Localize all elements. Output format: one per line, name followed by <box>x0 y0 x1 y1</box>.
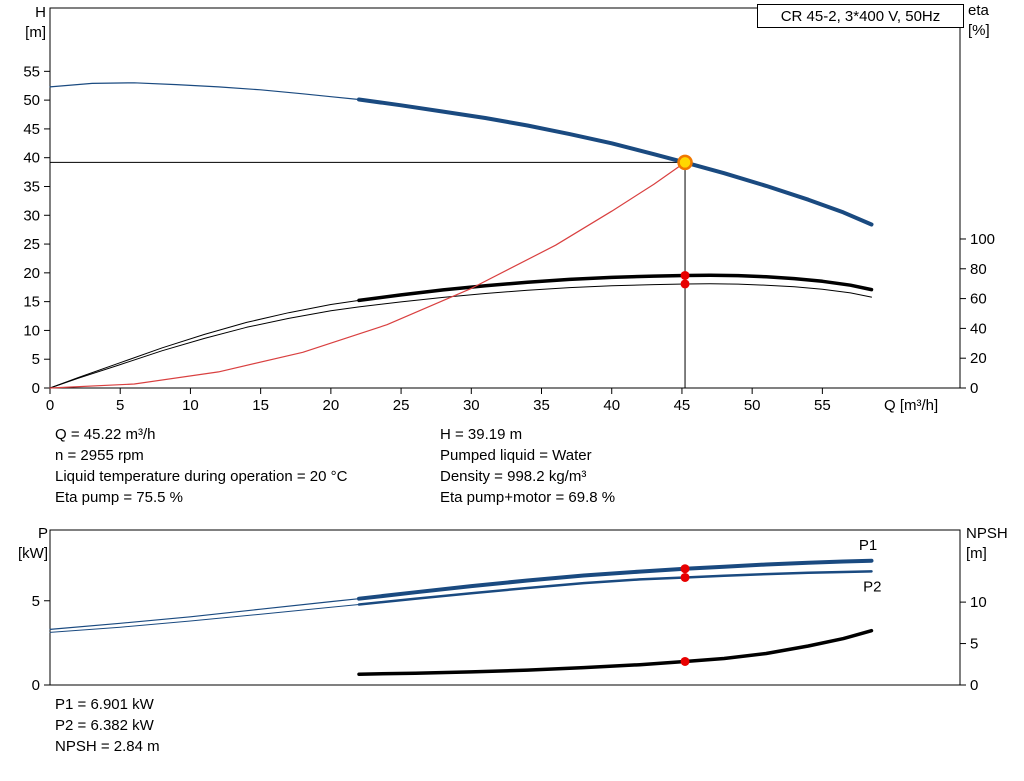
svg-text:40: 40 <box>603 397 620 414</box>
h-axis-label-line1: H <box>35 4 46 21</box>
svg-text:60: 60 <box>970 291 987 308</box>
npsh-axis-label: NPSH [m] <box>966 524 1008 564</box>
p1-point <box>680 564 690 574</box>
eta-pump-value: Eta pump = 75.5 % <box>55 489 183 506</box>
eta-pump-motor-curve <box>49 283 872 389</box>
svg-text:30: 30 <box>463 397 480 414</box>
npsh-axis-label-line1: NPSH <box>966 525 1008 542</box>
p2-curve <box>357 570 873 606</box>
power-values-column: P1 = 6.901 kW P2 = 6.382 kW NPSH = 2.84 … <box>55 694 160 757</box>
head-curve <box>357 97 874 227</box>
svg-text:10: 10 <box>970 594 987 611</box>
p2-curve-thin <box>49 604 360 633</box>
head-curve-thin <box>49 82 360 101</box>
svg-text:0: 0 <box>32 380 40 397</box>
svg-text:20: 20 <box>23 265 40 282</box>
npsh-curve <box>357 628 874 676</box>
density-value: Density = 998.2 kg/m³ <box>440 468 587 485</box>
svg-text:10: 10 <box>182 397 199 414</box>
eta-axis-label-line1: eta <box>968 2 989 19</box>
curve-label-p2: P2 <box>863 578 881 595</box>
eta-pump-motor-point <box>680 279 690 289</box>
svg-text:20: 20 <box>323 397 340 414</box>
p2-value: P2 = 6.382 kW <box>55 717 154 734</box>
svg-text:0: 0 <box>32 677 40 694</box>
svg-text:30: 30 <box>23 207 40 224</box>
svg-text:40: 40 <box>970 320 987 337</box>
svg-text:45: 45 <box>674 397 691 414</box>
svg-text:15: 15 <box>252 397 269 414</box>
svg-text:Q [m³/h]: Q [m³/h] <box>884 397 938 414</box>
operating-point-left-column: Q = 45.22 m³/h n = 2955 rpm Liquid tempe… <box>55 424 347 508</box>
p2-point <box>680 572 690 582</box>
npsh-value: NPSH = 2.84 m <box>55 738 160 755</box>
eta-pump-curve <box>357 273 874 303</box>
curve-label-p1: P1 <box>859 537 877 554</box>
svg-text:55: 55 <box>23 63 40 80</box>
pump-model-title: CR 45-2, 3*400 V, 50Hz <box>780 7 941 25</box>
svg-text:55: 55 <box>814 397 831 414</box>
operating-point-right-column: H = 39.19 m Pumped liquid = Water Densit… <box>440 424 615 508</box>
speed-value: n = 2955 rpm <box>55 447 144 464</box>
p1-curve <box>357 558 874 601</box>
svg-text:25: 25 <box>23 236 40 253</box>
p-axis-label: P [kW] <box>8 524 48 564</box>
svg-text:25: 25 <box>393 397 410 414</box>
h-axis-label: H [m] <box>8 3 46 43</box>
svg-text:5: 5 <box>32 593 40 610</box>
svg-text:80: 80 <box>970 261 987 278</box>
svg-text:40: 40 <box>23 150 40 167</box>
pumped-liquid-value: Pumped liquid = Water <box>440 447 592 464</box>
eta-pump-motor-value: Eta pump+motor = 69.8 % <box>440 489 616 506</box>
svg-text:0: 0 <box>970 380 978 397</box>
flow-value: Q = 45.22 m³/h <box>55 426 156 443</box>
h-axis-label-line2: [m] <box>25 24 46 41</box>
liquid-temperature-value: Liquid temperature during operation = 20… <box>55 468 348 485</box>
svg-text:100: 100 <box>970 231 995 248</box>
svg-text:10: 10 <box>23 322 40 339</box>
npsh-axis-label-line2: [m] <box>966 545 987 562</box>
duty-point-marker[interactable] <box>677 154 693 171</box>
p1-value: P1 = 6.901 kW <box>55 696 154 713</box>
npsh-point <box>680 656 690 666</box>
head-value: H = 39.19 m <box>440 426 523 443</box>
eta-pump-point <box>680 270 690 280</box>
eta-axis-label-line2: [%] <box>968 22 990 39</box>
svg-text:0: 0 <box>46 397 54 414</box>
power-npsh-chart-frame <box>49 529 961 686</box>
svg-text:0: 0 <box>970 677 978 694</box>
svg-text:5: 5 <box>970 636 978 653</box>
svg-text:45: 45 <box>23 121 40 138</box>
head-efficiency-chart-frame <box>49 7 961 389</box>
pump-model-title-box: CR 45-2, 3*400 V, 50Hz <box>757 4 964 28</box>
svg-text:15: 15 <box>23 294 40 311</box>
svg-text:35: 35 <box>533 397 550 414</box>
svg-text:50: 50 <box>744 397 761 414</box>
svg-text:5: 5 <box>116 397 124 414</box>
svg-text:50: 50 <box>23 92 40 109</box>
system-curve <box>49 161 686 389</box>
svg-text:5: 5 <box>32 351 40 368</box>
p1-curve-thin <box>49 598 360 631</box>
p-axis-label-line2: [kW] <box>18 545 48 562</box>
svg-text:35: 35 <box>23 178 40 195</box>
p-axis-label-line1: P <box>37 525 48 542</box>
eta-axis-label: eta [%] <box>968 1 990 41</box>
svg-text:20: 20 <box>970 350 987 367</box>
